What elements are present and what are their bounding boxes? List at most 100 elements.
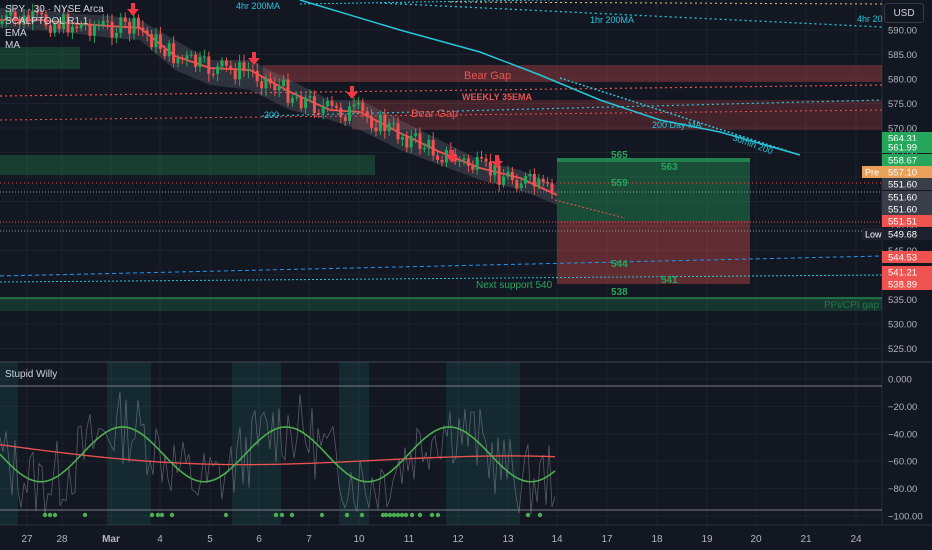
- candle-body: [361, 102, 365, 112]
- candle-body: [75, 26, 79, 29]
- osc-shade: [339, 362, 369, 525]
- osc-signal-dot: [344, 512, 350, 518]
- currency-button[interactable]: USD: [884, 3, 924, 23]
- price-label-text: 557.10: [888, 168, 917, 179]
- candle-body: [308, 96, 312, 98]
- candle-body: [66, 14, 70, 33]
- candle-body: [352, 104, 356, 107]
- candle-body: [198, 57, 202, 67]
- candle-body: [123, 17, 127, 22]
- candle-body: [326, 100, 330, 107]
- level-label: 563: [661, 162, 678, 173]
- candle-body: [13, 11, 17, 20]
- stop-loss-zone: [557, 221, 750, 284]
- candle-body: [88, 23, 92, 36]
- osc-tick: −20.00: [888, 402, 917, 413]
- price-label-text: 549.68: [888, 230, 917, 241]
- candle-body: [119, 17, 123, 33]
- indicator-ma[interactable]: MA: [5, 40, 20, 51]
- candle-body: [282, 79, 286, 86]
- candle-body: [436, 155, 440, 160]
- candle-body: [207, 56, 211, 74]
- ma-200day-line: [299, 0, 801, 156]
- level-label: 541: [661, 275, 678, 286]
- candle-body: [0, 20, 4, 24]
- candle-body: [330, 100, 334, 106]
- candle-body: [537, 178, 541, 187]
- candle-body: [145, 30, 149, 35]
- time-tick: 18: [651, 534, 663, 545]
- sell-arrow-stem: [131, 3, 135, 9]
- price-label: [882, 191, 932, 203]
- candle-body: [246, 70, 250, 72]
- time-tick: 10: [353, 534, 365, 545]
- candle-body: [220, 60, 224, 67]
- osc-signal-dot: [409, 512, 415, 518]
- candle-body: [458, 160, 462, 162]
- sell-arrow-icon: [248, 58, 260, 65]
- candle-body: [22, 15, 26, 25]
- bear-gap-label: Bear Gap: [411, 108, 458, 120]
- candle-body: [242, 62, 246, 71]
- candle-body: [295, 96, 299, 99]
- price-label: [882, 141, 932, 153]
- candle-body: [97, 25, 101, 27]
- osc-signal-dot: [387, 512, 393, 518]
- price-tick: 535.00: [888, 295, 917, 306]
- candle-body: [550, 183, 554, 192]
- candle-body: [277, 85, 281, 91]
- time-tick: 5: [207, 534, 213, 545]
- sell-arrow-icon: [127, 9, 139, 16]
- candle-body: [224, 60, 228, 66]
- candle-body: [497, 165, 501, 185]
- price-label-text: 551.60: [888, 205, 917, 216]
- time-tick: 17: [601, 534, 613, 545]
- candle-body: [264, 78, 268, 89]
- candle-body: [154, 34, 158, 48]
- candle-body: [427, 139, 431, 149]
- price-tick: 570.00: [888, 124, 917, 135]
- target-top-band: [557, 158, 750, 162]
- price-tick: 580.00: [888, 75, 917, 86]
- indicator-scalptool[interactable]: SCALPTOOL R1.1: [5, 16, 89, 27]
- candle-body: [180, 57, 184, 60]
- candle-body: [62, 14, 66, 30]
- time-tick: Mar: [102, 534, 120, 545]
- osc-signal-dot: [159, 512, 165, 518]
- osc-signal-dot: [169, 512, 175, 518]
- candle-body: [150, 34, 154, 48]
- osc-signal-dot: [155, 512, 161, 518]
- sell-arrow-icon: [491, 161, 503, 168]
- candle-body: [488, 161, 492, 176]
- osc-signal-dot: [429, 512, 435, 518]
- time-tick: 4: [157, 534, 163, 545]
- price-label-text: 551.60: [888, 193, 917, 204]
- candle-body: [185, 55, 189, 60]
- candle-body: [35, 11, 39, 13]
- candle-body: [128, 21, 132, 34]
- oscillator-title[interactable]: Stupid Willy: [5, 369, 58, 380]
- blue-dashed-line: [0, 255, 883, 277]
- level-label: 559: [611, 178, 628, 189]
- candle-body: [167, 43, 171, 57]
- time-tick: 6: [256, 534, 262, 545]
- candle-body: [110, 21, 114, 38]
- price-tick: 590.00: [888, 26, 917, 37]
- level-label: 544: [611, 259, 628, 270]
- price-label: [882, 278, 932, 290]
- candle-body: [299, 96, 303, 109]
- candle-body: [238, 62, 242, 80]
- osc-tick: −80.00: [888, 484, 917, 495]
- osc-signal-dot: [359, 512, 365, 518]
- level-label: 538: [611, 287, 628, 298]
- candle-body: [273, 83, 277, 91]
- candle-body: [70, 26, 74, 33]
- osc-tick: −60.00: [888, 457, 917, 468]
- indicator-ema[interactable]: EMA: [5, 28, 27, 39]
- osc-signal-dot: [435, 512, 441, 518]
- ma-200-label: 200: [264, 110, 279, 120]
- price-label-text: 551.51: [888, 217, 917, 228]
- candle-body: [440, 159, 444, 163]
- symbol-title[interactable]: SPY · 30 · NYSE Arca: [5, 4, 104, 15]
